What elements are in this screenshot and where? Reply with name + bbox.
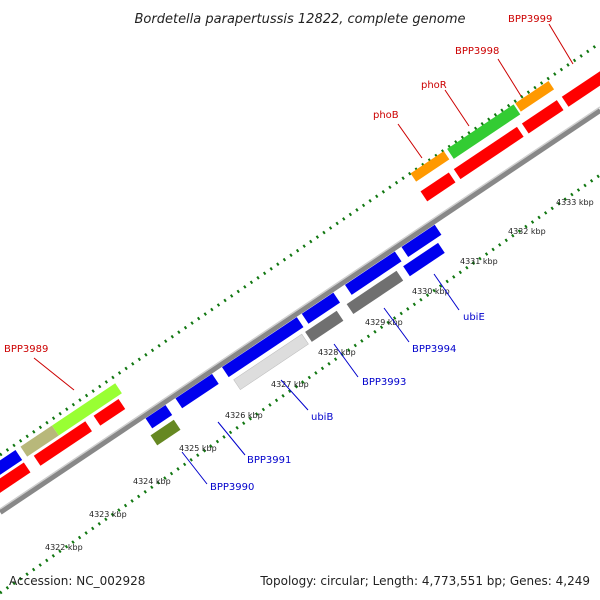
- tick-label: 4324 kbp: [133, 477, 171, 486]
- gene-blue-bpp3994: [344, 251, 402, 295]
- gene-red-3: [93, 399, 126, 426]
- gene-green-phor: [447, 104, 521, 159]
- reverse-gene-labels: BPP3990 BPP3991 ubiB BPP3993 BPP3994 ubi…: [181, 273, 485, 493]
- leader-bpp3991: [217, 421, 246, 456]
- gene-khaki: [20, 425, 59, 457]
- tick-label: 4326 kbp: [225, 411, 263, 420]
- backbone: [0, 106, 600, 515]
- tick-label: 4323 kbp: [89, 510, 127, 519]
- gene-blue-4: [301, 292, 341, 324]
- gene-label-bpp3989: BPP3989: [4, 344, 48, 355]
- leader-bpp3998: [497, 58, 522, 97]
- tick-label: 4330 kbp: [412, 287, 450, 296]
- gene-red-6: [521, 100, 564, 134]
- gene-label-bpp3990: BPP3990: [210, 482, 254, 493]
- backbone-line: [0, 107, 600, 515]
- gene-olive: [150, 419, 181, 446]
- gene-blue-ubie: [403, 242, 445, 277]
- gene-label-bpp3999: BPP3999: [508, 14, 552, 25]
- gene-lime: [52, 383, 122, 436]
- gene-label-phor: phoR: [421, 80, 447, 91]
- gene-red-1: [0, 462, 31, 497]
- leader-phor: [444, 89, 470, 127]
- gene-label-bpp3991: BPP3991: [247, 455, 291, 466]
- tick-labels: 4322 kbp 4323 kbp 4324 kbp 4325 kbp 4326…: [45, 198, 594, 552]
- leader-ubib: [280, 379, 309, 411]
- tick-label: 4333 kbp: [556, 198, 594, 207]
- gene-blue-bpp3990: [145, 405, 173, 429]
- gene-label-phob: phoB: [373, 110, 399, 121]
- map-title: Bordetella parapertussis 12822, complete…: [135, 12, 466, 27]
- forward-genes: [0, 63, 600, 497]
- gene-label-ubie: ubiE: [463, 312, 485, 323]
- gene-blue-6: [401, 224, 442, 257]
- forward-ruler: [0, 41, 600, 457]
- reverse-ruler: [0, 173, 600, 595]
- tick-label: 4327 kbp: [271, 380, 309, 389]
- leader-phob: [397, 123, 423, 159]
- gene-label-bpp3993: BPP3993: [362, 377, 406, 388]
- leader-bpp3993: [333, 343, 359, 378]
- gene-lightgray: [233, 333, 309, 391]
- gene-blue-bpp3991: [175, 373, 219, 409]
- tick-label: 4328 kbp: [318, 348, 356, 357]
- gene-label-bpp3998: BPP3998: [455, 46, 499, 57]
- leader-bpp3989: [33, 357, 75, 391]
- gene-orange-2: [515, 81, 555, 112]
- genome-summary-text: Topology: circular; Length: 4,773,551 bp…: [259, 574, 590, 588]
- leader-ubie: [433, 273, 460, 311]
- gene-label-bpp3994: BPP3994: [412, 344, 456, 355]
- gene-red-4: [420, 172, 456, 202]
- leader-bpp3990: [181, 451, 208, 485]
- gene-label-ubib: ubiB: [311, 412, 333, 423]
- leader-bpp3994: [383, 307, 410, 343]
- gene-blue-left: [0, 450, 23, 479]
- tick-label: 4331 kbp: [460, 257, 498, 266]
- forward-gene-labels: BPP3989 phoB phoR BPP3998 BPP3999: [4, 14, 574, 391]
- backbone-highlight: [0, 106, 600, 510]
- forward-ruler-dots: [0, 41, 600, 457]
- reverse-ruler-dots: [0, 173, 600, 595]
- reverse-genes: [145, 224, 445, 446]
- accession-text: Accession: NC_002928: [9, 574, 145, 588]
- tick-label: 4325 kbp: [179, 444, 217, 453]
- gene-red-7: [561, 63, 600, 107]
- leader-bpp3999: [548, 23, 574, 65]
- gene-red-2: [33, 421, 92, 466]
- tick-label: 4329 kbp: [365, 318, 403, 327]
- tick-label: 4322 kbp: [45, 543, 83, 552]
- tick-label: 4332 kbp: [508, 227, 546, 236]
- gene-gray-1: [305, 310, 344, 342]
- gene-red-5: [453, 126, 524, 180]
- gene-blue-ubib: [222, 317, 304, 378]
- gene-orange-1: [410, 151, 450, 182]
- gene-gray-2: [346, 270, 404, 315]
